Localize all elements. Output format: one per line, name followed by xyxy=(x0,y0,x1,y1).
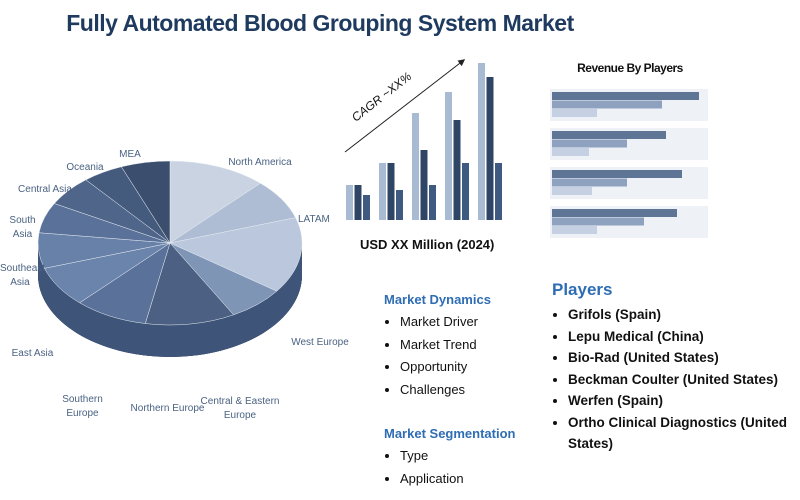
slice-label: South Asia xyxy=(9,215,36,240)
cagr-arrow xyxy=(344,59,466,153)
list-item: Type xyxy=(400,445,515,468)
slice-label: Northern Europe xyxy=(130,403,205,414)
list-item: Challenges xyxy=(400,379,491,402)
bar xyxy=(346,185,353,220)
slice-label: LATAM xyxy=(298,214,330,225)
bar xyxy=(387,163,395,220)
bar xyxy=(453,120,461,220)
list: Market DriverMarket TrendOpportunityChal… xyxy=(384,311,491,401)
list-item: Ortho Clinical Diagnostics (United State… xyxy=(568,412,792,455)
slice-label: Central Asia xyxy=(18,184,72,195)
bar xyxy=(552,100,662,109)
slice-label: Southeast Asia xyxy=(0,263,46,288)
bar xyxy=(478,63,485,220)
bar-caption: USD XX Million (2024) xyxy=(360,237,495,252)
section-title: Players xyxy=(552,280,613,299)
revenue-title: Revenue By Players xyxy=(577,61,684,75)
list-item: Market Driver xyxy=(400,311,491,334)
bar xyxy=(552,178,627,187)
bar xyxy=(462,163,469,220)
list: Grifols (Spain)Lepu Medical (China)Bio-R… xyxy=(552,304,792,455)
list-item: Opportunity xyxy=(400,356,491,379)
slice-label: East Asia xyxy=(11,348,54,359)
list-item: Bio-Rad (United States) xyxy=(568,347,792,369)
bar xyxy=(552,148,589,156)
slice-label: West Europe xyxy=(291,337,349,348)
bar xyxy=(552,92,699,100)
bar xyxy=(396,190,403,220)
market-segmentation: Market Segmentation TypeApplication xyxy=(384,426,515,490)
slice-label: MEA xyxy=(119,149,141,160)
section-title: Market Dynamics xyxy=(384,292,491,307)
bar xyxy=(552,139,627,148)
list-item: Lepu Medical (China) xyxy=(568,326,792,348)
list-item: Beckman Coulter (United States) xyxy=(568,369,792,391)
list-item: Werfen (Spain) xyxy=(568,390,792,412)
pie-slice xyxy=(169,217,303,292)
slice-label: Southern Europe xyxy=(62,394,103,419)
bar xyxy=(354,185,362,220)
bar xyxy=(420,150,428,220)
bar xyxy=(552,209,677,217)
pie-slice xyxy=(121,160,171,244)
list-item: Application xyxy=(400,468,515,491)
list-item: Market Trend xyxy=(400,334,491,357)
list: TypeApplication xyxy=(384,445,515,490)
bar xyxy=(552,170,682,178)
bar xyxy=(412,113,419,220)
slice-label: Central & Eastern Europe xyxy=(200,396,280,421)
pie-slice xyxy=(169,160,261,244)
slice-label: North America xyxy=(228,157,292,168)
pie-slice xyxy=(144,242,235,326)
cagr-label: CAGR ~XX% xyxy=(349,69,414,124)
bar xyxy=(552,109,597,117)
section-title: Market Segmentation xyxy=(384,426,516,441)
bar xyxy=(486,77,494,220)
bar xyxy=(552,217,644,226)
bar xyxy=(495,163,502,220)
slice-label: Oceania xyxy=(66,162,104,173)
list-item: Grifols (Spain) xyxy=(568,304,792,326)
players: Players Grifols (Spain)Lepu Medical (Chi… xyxy=(552,280,792,455)
bar xyxy=(552,131,666,139)
bar xyxy=(363,195,370,220)
page-title: Fully Automated Blood Grouping System Ma… xyxy=(66,10,574,36)
bar xyxy=(552,187,592,195)
market-dynamics: Market Dynamics Market DriverMarket Tren… xyxy=(384,292,491,401)
bar xyxy=(429,185,436,220)
bar xyxy=(445,92,452,220)
bar xyxy=(379,163,386,220)
bar xyxy=(552,226,597,234)
